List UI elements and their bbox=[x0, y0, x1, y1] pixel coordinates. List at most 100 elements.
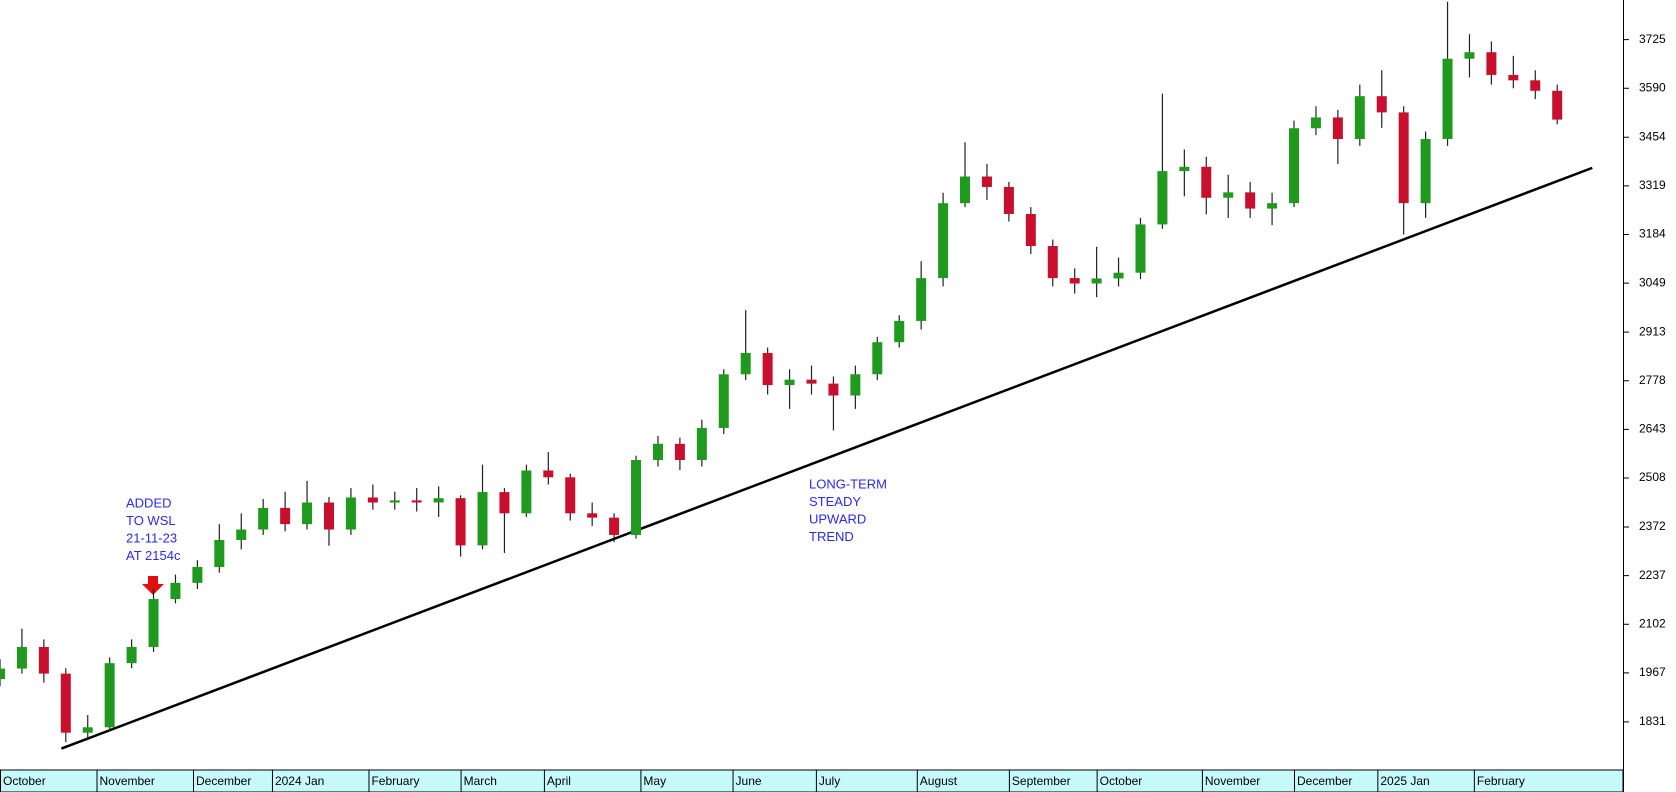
annotation-line: TREND bbox=[809, 529, 854, 544]
candle-body bbox=[960, 176, 971, 204]
y-tick-label: 1831 bbox=[1639, 714, 1666, 728]
candle-body bbox=[258, 507, 269, 530]
candle-body bbox=[762, 353, 773, 386]
candle-body bbox=[38, 646, 49, 674]
candle-body bbox=[1025, 213, 1036, 247]
x-tick-label: February bbox=[371, 774, 419, 788]
candle-body bbox=[1069, 278, 1080, 284]
candle-body bbox=[477, 492, 488, 546]
candle-body bbox=[192, 566, 203, 583]
x-tick-label: October bbox=[3, 774, 46, 788]
candle-body bbox=[718, 374, 729, 428]
candle-body bbox=[170, 582, 181, 600]
x-tick-label: December bbox=[1297, 774, 1352, 788]
candle-body bbox=[1376, 96, 1387, 113]
y-tick-label: 3725 bbox=[1639, 32, 1666, 46]
candle-body bbox=[433, 498, 444, 503]
candle-body bbox=[280, 507, 291, 525]
candle-body bbox=[784, 379, 795, 386]
candle-body bbox=[938, 203, 949, 279]
candle-body bbox=[543, 470, 554, 478]
candle-body bbox=[587, 513, 598, 518]
candle-body bbox=[1332, 117, 1343, 140]
candle-body bbox=[652, 443, 663, 461]
candle-body bbox=[214, 539, 225, 567]
candle-body bbox=[1157, 171, 1168, 225]
candle-body bbox=[696, 427, 707, 461]
candle-body bbox=[1091, 278, 1102, 284]
annotation-line: 21-11-23 bbox=[126, 530, 177, 545]
y-tick-label: 2372 bbox=[1639, 519, 1666, 533]
candle-body bbox=[389, 500, 400, 503]
x-tick-label: October bbox=[1100, 774, 1143, 788]
y-tick-label: 2778 bbox=[1639, 373, 1666, 387]
candle-body bbox=[1486, 52, 1497, 75]
x-tick-label: June bbox=[736, 774, 762, 788]
candle-body bbox=[872, 342, 883, 375]
candle-body bbox=[1289, 128, 1300, 204]
candle-body bbox=[1113, 272, 1124, 279]
candle-body bbox=[609, 517, 620, 535]
candle-body bbox=[16, 646, 27, 669]
x-tick-label: November bbox=[1205, 774, 1260, 788]
candle-body bbox=[104, 663, 115, 728]
y-tick-label: 3049 bbox=[1639, 275, 1666, 289]
y-tick-label: 3454 bbox=[1639, 129, 1666, 143]
x-tick-label: 2025 Jan bbox=[1380, 774, 1429, 788]
candle-body bbox=[323, 502, 334, 530]
x-tick-label: November bbox=[100, 774, 155, 788]
candle-body bbox=[894, 320, 905, 343]
y-tick-label: 3319 bbox=[1639, 178, 1666, 192]
candle-body bbox=[1398, 112, 1409, 204]
candle-body bbox=[806, 379, 817, 384]
y-tick-label: 2643 bbox=[1639, 422, 1666, 436]
x-tick-label: February bbox=[1477, 774, 1525, 788]
x-tick-label: August bbox=[920, 774, 958, 788]
candle-body bbox=[367, 497, 378, 503]
candle-body bbox=[1003, 186, 1014, 214]
candle-body bbox=[565, 477, 576, 514]
candle-body bbox=[1201, 166, 1212, 198]
x-tick-label: May bbox=[643, 774, 666, 788]
y-tick-label: 2237 bbox=[1639, 568, 1666, 582]
candle-body bbox=[1420, 139, 1431, 204]
candle-body bbox=[1310, 117, 1321, 129]
candle-body bbox=[1354, 96, 1365, 140]
candle-body bbox=[1508, 74, 1519, 81]
candle-body bbox=[916, 278, 927, 321]
candle-body bbox=[126, 646, 137, 664]
candle-body bbox=[674, 443, 685, 461]
y-tick-label: 2102 bbox=[1639, 616, 1666, 630]
y-tick-label: 3184 bbox=[1639, 227, 1666, 241]
candle-body bbox=[302, 502, 313, 525]
candle-body bbox=[411, 500, 422, 503]
annotation-line: TO WSL bbox=[126, 513, 176, 528]
candle-body bbox=[345, 497, 356, 530]
candle-body bbox=[521, 470, 532, 514]
x-tick-label: 2024 Jan bbox=[275, 774, 324, 788]
candle-body bbox=[1179, 166, 1190, 172]
trend-line bbox=[60, 166, 1593, 750]
candle-body bbox=[1047, 246, 1058, 279]
candle-body bbox=[981, 176, 992, 187]
candle-body bbox=[631, 460, 642, 535]
candle-body bbox=[1267, 203, 1278, 209]
y-tick-label: 3590 bbox=[1639, 80, 1666, 94]
annotation-line: STEADY bbox=[809, 494, 861, 509]
annotation-line: ADDED bbox=[126, 495, 172, 510]
y-tick-label: 1967 bbox=[1639, 665, 1666, 679]
candle-body bbox=[828, 383, 839, 396]
candle-body bbox=[236, 529, 247, 540]
candle-body bbox=[1223, 192, 1234, 198]
x-tick-label: December bbox=[196, 774, 251, 788]
candle-body bbox=[1464, 52, 1475, 59]
candle-body bbox=[1442, 58, 1453, 140]
candle-body bbox=[1245, 192, 1256, 209]
candle-body bbox=[1135, 224, 1146, 273]
candle-body bbox=[82, 727, 93, 733]
x-tick-label: July bbox=[819, 774, 840, 788]
y-tick-label: 2913 bbox=[1639, 324, 1666, 338]
y-tick-label: 2508 bbox=[1639, 470, 1666, 484]
